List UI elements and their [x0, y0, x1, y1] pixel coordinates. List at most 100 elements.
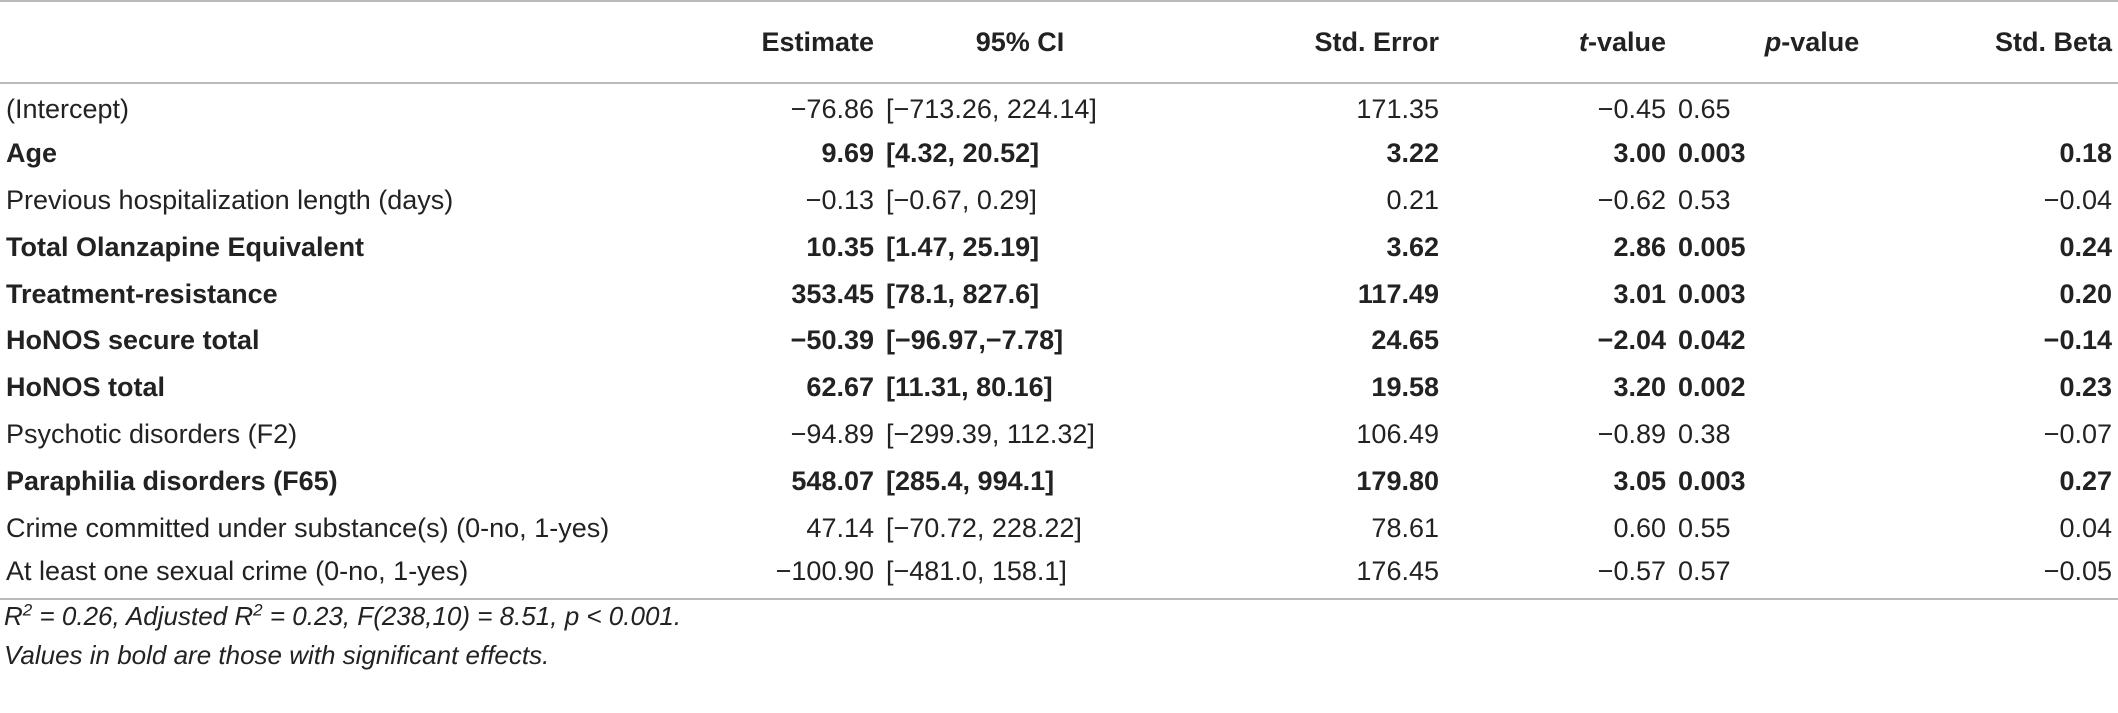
cell-std-beta: −0.07 [2043, 419, 2112, 450]
cell-p-value: 0.65 [1678, 94, 1731, 125]
cell-std-error: 3.22 [1386, 137, 1439, 168]
cell-t-value: 3.20 [1613, 372, 1666, 403]
cell-std-error: 24.65 [1371, 325, 1439, 356]
header-t-suffix: -value [1587, 26, 1666, 57]
cell-t-value: −2.04 [1597, 325, 1666, 356]
cell-variable: HoNOS total [6, 372, 165, 403]
cell-t-value: 3.00 [1613, 137, 1666, 168]
cell-ci: [285.4, 994.1] [886, 466, 1055, 497]
cell-p-value: 0.55 [1678, 512, 1731, 543]
cell-std-error: 19.58 [1371, 372, 1439, 403]
cell-variable: (Intercept) [6, 94, 130, 125]
cell-variable: Total Olanzapine Equivalent [6, 231, 365, 262]
cell-std-error: 179.80 [1356, 466, 1439, 497]
header-p-suffix: -value [1781, 26, 1860, 57]
table-row: Crime committed under substance(s) (0-no… [0, 505, 2118, 552]
cell-variable: Previous hospitalization length (days) [6, 184, 454, 215]
header-p-value: p-value [1672, 0, 1952, 84]
cell-estimate: −50.39 [790, 325, 874, 356]
model-fit-note: R2 = 0.26, Adjusted R2 = 0.23, F(238,10)… [4, 600, 682, 631]
cell-ci: [78.1, 827.6] [886, 278, 1040, 309]
cell-std-error: 176.45 [1160, 551, 1445, 600]
table-header-row: Estimate 95% CI Std. Error t-value p-val… [0, 0, 2118, 84]
cell-estimate: 9.69 [821, 137, 874, 168]
cell-ci: [−70.72, 228.22] [886, 512, 1082, 543]
cell-std-beta: 0.20 [2059, 278, 2112, 309]
cell-std-beta: −0.05 [1952, 551, 2118, 600]
cell-std-error: 78.61 [1371, 512, 1439, 543]
cell-std-beta: −0.04 [2043, 184, 2112, 215]
table-row: (Intercept) −76.86 [−713.26, 224.14] 171.35… [0, 83, 2118, 130]
cell-estimate: 47.14 [806, 512, 874, 543]
cell-p-value: 0.53 [1678, 184, 1731, 215]
cell-ci: [−0.67, 0.29] [886, 184, 1037, 215]
cell-p-value: 0.003 [1678, 466, 1746, 497]
cell-std-beta: 0.04 [2059, 512, 2112, 543]
cell-std-error: 106.49 [1356, 419, 1439, 450]
cell-std-beta: 0.27 [2059, 466, 2112, 497]
cell-std-error: 117.49 [1357, 278, 1439, 309]
cell-ci: [4.32, 20.52] [886, 137, 1040, 168]
cell-estimate: −0.13 [805, 184, 874, 215]
cell-estimate: −100.90 [660, 551, 880, 600]
table-body: (Intercept) −76.86 [−713.26, 224.14] 171.35… [0, 83, 2118, 600]
cell-variable: HoNOS secure total [6, 325, 260, 356]
cell-ci: [−713.26, 224.14] [886, 94, 1097, 125]
header-std-beta: Std. Beta [1952, 0, 2118, 84]
cell-variable: At least one sexual crime (0-no, 1-yes) [0, 551, 660, 600]
cell-t-value: −0.62 [1597, 184, 1666, 215]
cell-ci: [−481.0, 158.1] [880, 551, 1160, 600]
table-notes: R2 = 0.26, Adjusted R2 = 0.23, F(238,10)… [4, 597, 681, 675]
cell-ci: [1.47, 25.19] [886, 231, 1040, 262]
cell-p-value: 0.38 [1678, 419, 1731, 450]
bold-significance-note: Values in bold are those with significan… [4, 640, 550, 670]
table-row: Total Olanzapine Equivalent 10.35 [1.47, 2… [0, 224, 2118, 271]
cell-std-beta: 0.23 [2059, 372, 2112, 403]
cell-std-beta: 0.18 [2059, 137, 2112, 168]
table-row: HoNOS total 62.67 [11.31, 80.16] 19.58 3.20 0… [0, 364, 2118, 411]
cell-estimate: −76.86 [790, 94, 874, 125]
cell-ci: [−96.97,−7.78] [886, 325, 1064, 356]
table-row: Psychotic disorders (F2) −94.89 [−299.39, … [0, 411, 2118, 458]
cell-variable: Age [6, 137, 58, 168]
table-row: Paraphilia disorders (F65) 548.07 [285.4, … [0, 458, 2118, 505]
cell-p-value: 0.57 [1672, 551, 1952, 600]
cell-t-value: −0.57 [1445, 551, 1672, 600]
table-row: HoNOS secure total −50.39 [−96.97,−7.78] 24… [0, 317, 2118, 364]
cell-std-beta: 0.24 [2059, 231, 2112, 262]
cell-t-value: 0.60 [1613, 512, 1666, 543]
cell-t-value: −0.45 [1597, 94, 1666, 125]
header-p-letter: p [1764, 26, 1782, 57]
cell-p-value: 0.002 [1678, 372, 1746, 403]
cell-std-error: 171.35 [1356, 94, 1439, 125]
cell-t-value: 3.01 [1613, 278, 1666, 309]
cell-variable: Treatment-resistance [6, 278, 278, 309]
cell-p-value: 0.003 [1678, 278, 1746, 309]
cell-p-value: 0.005 [1678, 231, 1746, 262]
header-std-error: Std. Error [1160, 0, 1445, 84]
cell-estimate: 10.35 [806, 231, 874, 262]
cell-std-beta: −0.14 [2043, 325, 2112, 356]
cell-estimate: −94.89 [790, 419, 874, 450]
cell-std-error: 3.62 [1386, 231, 1439, 262]
header-variable [0, 0, 660, 84]
table-row: Previous hospitalization length (days) −0… [0, 177, 2118, 224]
cell-t-value: 3.05 [1613, 466, 1666, 497]
cell-estimate: 62.67 [806, 372, 874, 403]
cell-variable: Psychotic disorders (F2) [6, 419, 298, 450]
cell-t-value: 2.86 [1613, 231, 1666, 262]
header-ci: 95% CI [880, 0, 1160, 84]
cell-std-error: 0.21 [1386, 184, 1439, 215]
table-row: Age 9.69 [4.32, 20.52] 3.22 3.00 0.003 0.18 [0, 130, 2118, 177]
cell-estimate: 353.45 [791, 278, 874, 309]
cell-ci: [11.31, 80.16] [886, 372, 1053, 403]
cell-estimate: 548.07 [791, 466, 874, 497]
cell-t-value: −0.89 [1597, 419, 1666, 450]
header-t-letter: t [1578, 26, 1588, 57]
cell-variable: Paraphilia disorders (F65) [6, 466, 338, 497]
table-row: Treatment-resistance 353.45 [78.1, 827.6] 1… [0, 271, 2118, 318]
regression-table: Estimate 95% CI Std. Error t-value p-val… [0, 0, 2118, 600]
table-row: At least one sexual crime (0-no, 1-yes) −… [0, 551, 2118, 600]
cell-p-value: 0.042 [1678, 325, 1746, 356]
